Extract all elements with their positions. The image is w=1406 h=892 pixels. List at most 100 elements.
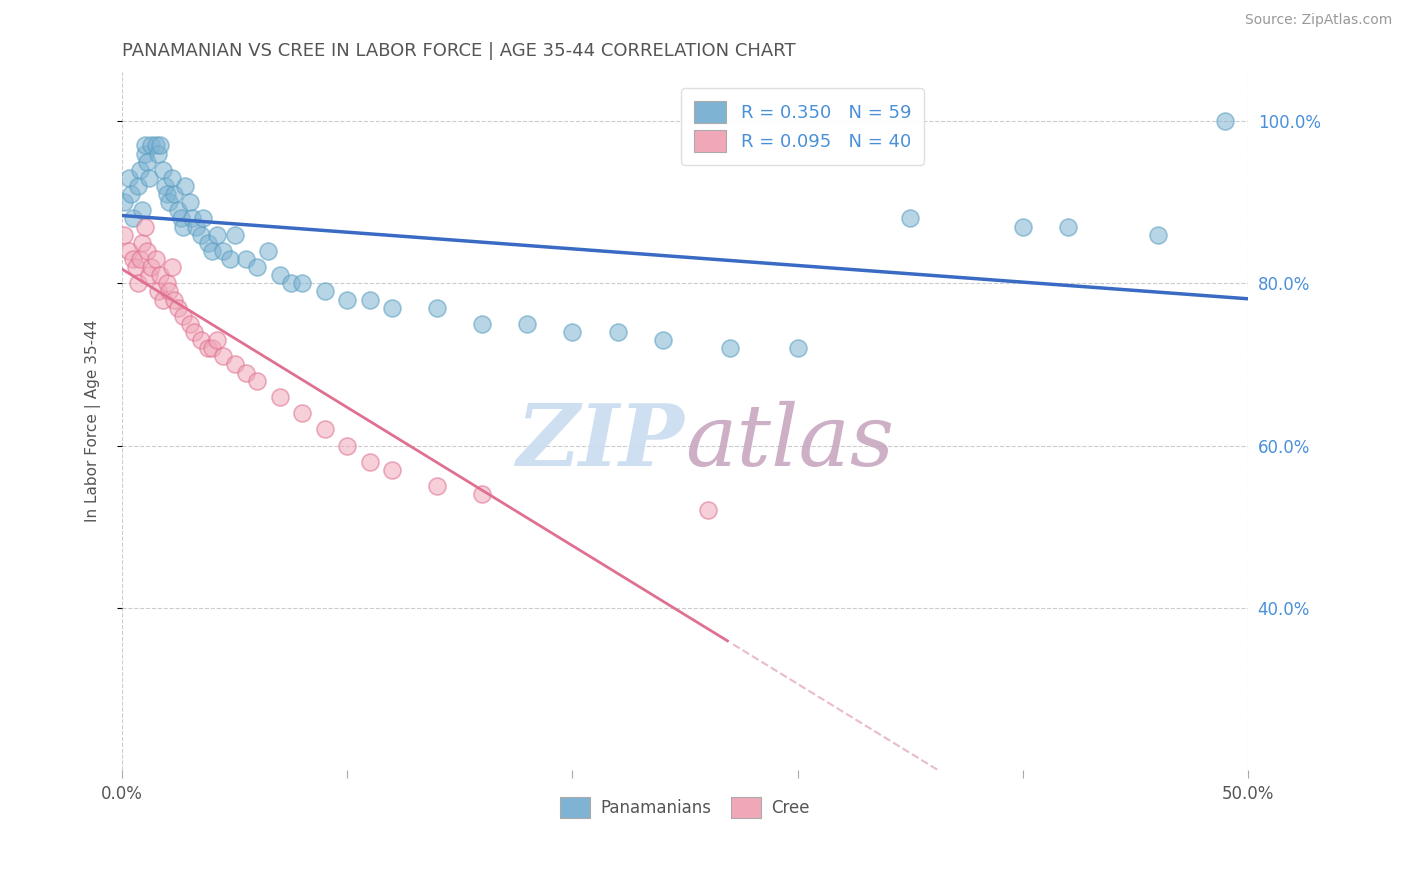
Point: [146, 146, 169, 161]
Point: [157, 285, 180, 299]
Legend: Panamanians, Cree: Panamanians, Cree: [554, 791, 817, 824]
Point: [224, 227, 246, 242]
Point: [269, 268, 291, 283]
Point: [193, 211, 215, 226]
Point: [124, 260, 146, 274]
Point: [179, 317, 201, 331]
Point: [786, 341, 808, 355]
Point: [112, 227, 135, 242]
Point: [696, 503, 718, 517]
Point: [163, 187, 186, 202]
Point: [205, 227, 228, 242]
Point: [314, 422, 336, 436]
Text: ZIP: ZIP: [517, 401, 685, 483]
Point: [156, 277, 179, 291]
Point: [1147, 227, 1170, 242]
Point: [135, 154, 157, 169]
Point: [134, 219, 156, 234]
Point: [201, 244, 224, 258]
Point: [183, 325, 205, 339]
Point: [269, 390, 291, 404]
Point: [336, 293, 359, 307]
Point: [179, 195, 201, 210]
Point: [152, 162, 174, 177]
Text: PANAMANIAN VS CREE IN LABOR FORCE | AGE 35-44 CORRELATION CHART: PANAMANIAN VS CREE IN LABOR FORCE | AGE …: [122, 42, 796, 60]
Point: [314, 285, 336, 299]
Point: [471, 317, 494, 331]
Point: [122, 211, 145, 226]
Point: [174, 179, 197, 194]
Point: [172, 219, 194, 234]
Point: [291, 277, 314, 291]
Point: [138, 170, 160, 185]
Point: [1215, 114, 1237, 128]
Point: [898, 211, 921, 226]
Point: [149, 268, 172, 283]
Point: [122, 252, 145, 266]
Point: [141, 260, 163, 274]
Point: [135, 244, 157, 258]
Point: [718, 341, 741, 355]
Point: [1011, 219, 1033, 234]
Point: [152, 293, 174, 307]
Point: [426, 301, 449, 315]
Y-axis label: In Labor Force | Age 35-44: In Labor Force | Age 35-44: [86, 320, 101, 523]
Text: Source: ZipAtlas.com: Source: ZipAtlas.com: [1244, 13, 1392, 28]
Point: [145, 138, 167, 153]
Point: [197, 341, 219, 355]
Point: [127, 277, 149, 291]
Point: [131, 203, 153, 218]
Point: [359, 455, 381, 469]
Point: [172, 309, 194, 323]
Point: [190, 333, 212, 347]
Point: [426, 479, 449, 493]
Point: [127, 179, 149, 194]
Point: [1056, 219, 1078, 234]
Point: [224, 358, 246, 372]
Point: [146, 285, 169, 299]
Point: [516, 317, 538, 331]
Point: [235, 366, 257, 380]
Point: [129, 252, 152, 266]
Point: [291, 406, 314, 420]
Point: [131, 235, 153, 250]
Point: [606, 325, 628, 339]
Point: [201, 341, 224, 355]
Point: [359, 293, 381, 307]
Point: [212, 244, 235, 258]
Point: [141, 138, 163, 153]
Point: [120, 187, 142, 202]
Point: [163, 293, 186, 307]
Point: [129, 162, 152, 177]
Point: [471, 487, 494, 501]
Point: [156, 187, 179, 202]
Point: [181, 211, 204, 226]
Point: [153, 179, 176, 194]
Point: [186, 219, 208, 234]
Point: [235, 252, 257, 266]
Point: [138, 268, 160, 283]
Point: [257, 244, 280, 258]
Point: [167, 203, 190, 218]
Point: [145, 252, 167, 266]
Point: [197, 235, 219, 250]
Point: [212, 349, 235, 363]
Point: [118, 170, 141, 185]
Point: [205, 333, 228, 347]
Point: [160, 170, 183, 185]
Point: [561, 325, 583, 339]
Point: [190, 227, 212, 242]
Point: [280, 277, 302, 291]
Point: [219, 252, 242, 266]
Point: [149, 138, 172, 153]
Point: [118, 244, 141, 258]
Point: [157, 195, 180, 210]
Point: [651, 333, 673, 347]
Point: [381, 301, 404, 315]
Point: [246, 374, 269, 388]
Text: atlas: atlas: [685, 401, 894, 483]
Point: [160, 260, 183, 274]
Point: [134, 138, 156, 153]
Point: [381, 463, 404, 477]
Point: [170, 211, 193, 226]
